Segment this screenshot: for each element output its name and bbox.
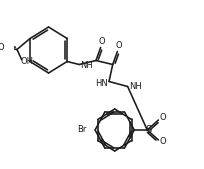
Text: O: O bbox=[159, 138, 166, 147]
Text: O: O bbox=[159, 114, 166, 123]
Text: NH: NH bbox=[80, 61, 92, 70]
Text: O: O bbox=[0, 43, 4, 52]
Text: S: S bbox=[144, 125, 151, 135]
Text: Br: Br bbox=[77, 126, 86, 135]
Text: OH: OH bbox=[21, 57, 33, 66]
Text: O: O bbox=[98, 38, 104, 46]
Text: NH: NH bbox=[128, 82, 141, 91]
Text: HN: HN bbox=[95, 79, 108, 88]
Text: O: O bbox=[114, 42, 121, 51]
